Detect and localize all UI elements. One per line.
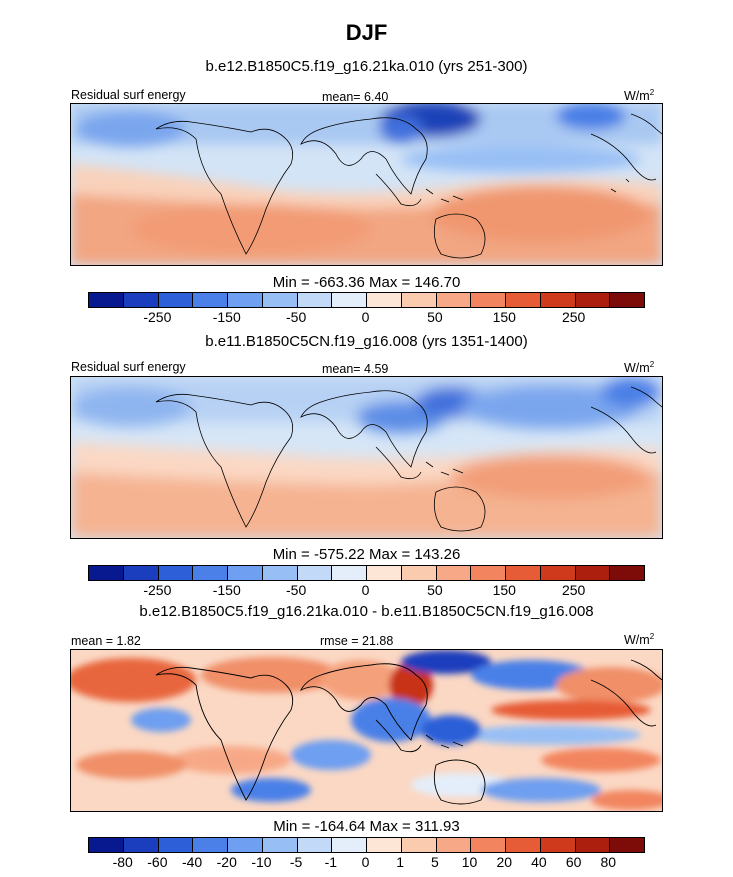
colorbar-tick-label: 20 — [496, 854, 513, 870]
panel-2-colorbar — [88, 565, 645, 581]
colorbar-swatch — [89, 293, 124, 307]
colorbar-tick-label: -150 — [212, 309, 241, 325]
colorbar-swatch — [158, 566, 194, 580]
colorbar-swatch — [575, 838, 611, 852]
colorbar-swatch — [367, 293, 402, 307]
colorbar-swatch — [123, 293, 159, 307]
colorbar-tick-label: -5 — [289, 854, 303, 870]
colorbar-swatch — [228, 566, 263, 580]
colorbar-tick-label: -250 — [143, 582, 172, 598]
colorbar-swatch — [89, 838, 124, 852]
colorbar-swatch — [471, 293, 506, 307]
colorbar-tick-label: 0 — [361, 309, 370, 325]
colorbar-tick-label: -10 — [251, 854, 272, 870]
colorbar-tick-label: -50 — [286, 582, 307, 598]
colorbar-swatch — [575, 293, 611, 307]
colorbar-swatch — [262, 293, 298, 307]
colorbar-swatch — [540, 566, 576, 580]
colorbar-swatch — [506, 293, 541, 307]
colorbar-tick-label: 0 — [361, 582, 370, 598]
colorbar-tick-label: -40 — [181, 854, 203, 870]
colorbar-swatch — [297, 838, 333, 852]
panel-2-units: W/m2 — [624, 360, 655, 376]
colorbar-tick-label: -20 — [216, 854, 237, 870]
colorbar-tick-label: -150 — [212, 582, 241, 598]
colorbar-tick-label: 0 — [361, 854, 370, 870]
colorbar-swatch — [297, 293, 333, 307]
colorbar-swatch — [262, 566, 298, 580]
colorbar-swatch — [610, 566, 644, 580]
figure-title: DJF — [345, 20, 388, 45]
colorbar-swatch — [436, 293, 472, 307]
colorbar-tick-label: 50 — [427, 582, 443, 598]
colorbar-swatch — [506, 566, 541, 580]
panel-3-minmax: Min = -164.64 Max = 311.93 — [273, 818, 460, 835]
colorbar-swatch — [332, 838, 367, 852]
colorbar-tick-label: 5 — [430, 854, 439, 870]
colorbar-swatch — [158, 838, 194, 852]
colorbar-tick-label: 150 — [492, 582, 516, 598]
colorbar-swatch — [262, 838, 298, 852]
colorbar-tick-label: 250 — [561, 582, 586, 598]
colorbar-swatch — [436, 566, 472, 580]
colorbar-swatch — [540, 838, 576, 852]
panel-1-left-label: Residual surf energy — [71, 88, 186, 102]
colorbar-tick-label: 60 — [565, 854, 582, 870]
panel-3-left-label: mean = 1.82 — [71, 634, 141, 648]
colorbar-swatch — [471, 566, 506, 580]
panel-1-map — [70, 103, 663, 266]
panel-3-rmse-label: rmse = 21.88 — [320, 634, 394, 648]
colorbar-tick-label: -250 — [143, 309, 172, 325]
colorbar-tick-label: 80 — [600, 854, 617, 870]
panel-2-map — [70, 376, 663, 539]
panel-2-left-label: Residual surf energy — [71, 360, 186, 374]
colorbar-swatch — [401, 838, 437, 852]
colorbar-swatch — [610, 838, 644, 852]
panel-3-colorbar — [88, 837, 645, 853]
colorbar-swatch — [575, 566, 611, 580]
colorbar-swatch — [193, 293, 228, 307]
colorbar-swatch — [367, 838, 402, 852]
colorbar-tick-label: -1 — [324, 854, 338, 870]
colorbar-tick-label: 40 — [531, 854, 547, 870]
colorbar-swatch — [123, 838, 159, 852]
colorbar-swatch — [332, 293, 367, 307]
panel-3-units: W/m2 — [624, 632, 655, 648]
colorbar-swatch — [471, 838, 506, 852]
panel-1-mean-label: mean= 6.40 — [322, 90, 389, 104]
colorbar-tick-label: 50 — [427, 309, 443, 325]
colorbar-swatch — [401, 566, 437, 580]
colorbar-swatch — [506, 838, 541, 852]
colorbar-swatch — [158, 293, 194, 307]
colorbar-swatch — [367, 566, 402, 580]
colorbar-swatch — [297, 566, 333, 580]
panel-2-title: b.e11.B1850C5CN.f19_g16.008 (yrs 1351-14… — [205, 333, 528, 350]
colorbar-swatch — [228, 293, 263, 307]
colorbar-tick-label: 10 — [461, 854, 478, 870]
panel-1-minmax: Min = -663.36 Max = 146.70 — [272, 274, 461, 291]
colorbar-swatch — [193, 566, 228, 580]
colorbar-tick-label: -60 — [147, 854, 168, 870]
colorbar-swatch — [228, 838, 263, 852]
colorbar-tick-label: 250 — [561, 309, 586, 325]
panel-1-colorbar — [88, 292, 645, 308]
colorbar-swatch — [610, 293, 644, 307]
colorbar-tick-label: 1 — [396, 854, 405, 870]
panel-2-mean-label: mean= 4.59 — [322, 362, 389, 376]
colorbar-swatch — [193, 838, 228, 852]
colorbar-swatch — [540, 293, 576, 307]
colorbar-swatch — [401, 293, 437, 307]
panel-3-map — [70, 649, 663, 812]
panel-2-minmax: Min = -575.22 Max = 143.26 — [272, 546, 461, 563]
colorbar-swatch — [332, 566, 367, 580]
colorbar-tick-label: 150 — [492, 309, 516, 325]
colorbar-swatch — [436, 838, 472, 852]
panel-3-title: b.e12.B1850C5.f19_g16.21ka.010 - b.e11.B… — [139, 603, 594, 620]
panel-1-title: b.e12.B1850C5.f19_g16.21ka.010 (yrs 251-… — [205, 58, 528, 75]
colorbar-swatch — [123, 566, 159, 580]
colorbar-tick-label: -80 — [112, 854, 133, 870]
panel-1-units: W/m2 — [624, 88, 655, 104]
colorbar-swatch — [89, 566, 124, 580]
colorbar-tick-label: -50 — [286, 309, 307, 325]
